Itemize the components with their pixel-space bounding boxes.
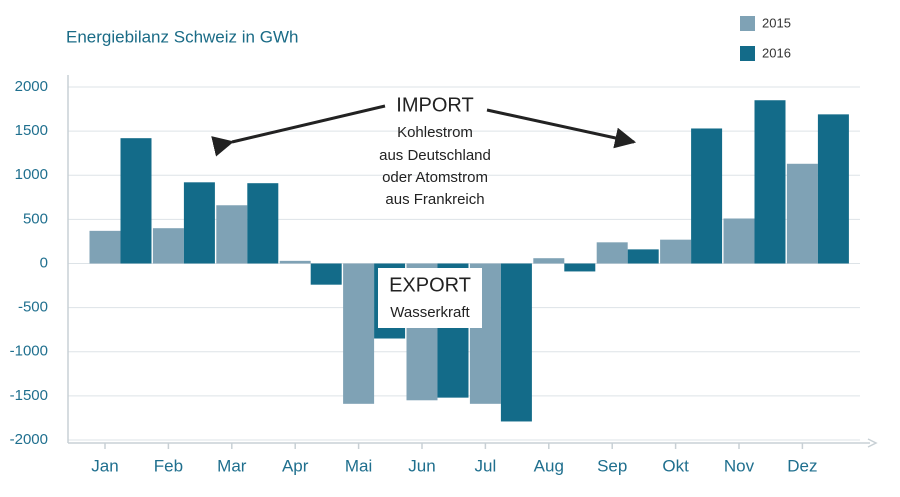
x-tick-label: Nov — [724, 456, 755, 475]
bar — [183, 182, 215, 264]
y-tick-label: -500 — [18, 299, 48, 316]
y-tick-label: -1000 — [10, 343, 48, 360]
y-tick-label: -2000 — [10, 431, 48, 448]
x-tick-label: Aug — [534, 456, 564, 475]
legend-swatch — [740, 46, 755, 61]
bar — [279, 260, 311, 264]
plot: 2000 1500 1000 500 0 -500 -1000 -1500 -2000 Jan Fe… — [10, 75, 878, 475]
x-tick-label: Dez — [787, 456, 817, 475]
x-tick-label: Okt — [662, 456, 689, 475]
legend-label: 2016 — [762, 45, 791, 60]
import-annotation: IMPORT Kohlestrom aus Deutschland oder A… — [379, 94, 491, 208]
bar — [660, 239, 692, 264]
bar — [533, 258, 565, 264]
y-tick-label: 1500 — [15, 122, 48, 139]
bar — [786, 163, 818, 264]
bar — [247, 183, 279, 264]
annotation-box — [378, 268, 482, 328]
x-tick-label: Jul — [475, 456, 497, 475]
y-tick-label: 500 — [23, 210, 48, 227]
bar — [152, 228, 184, 264]
annotation-line: Kohlestrom — [397, 124, 473, 141]
x-tick-label: Sep — [597, 456, 627, 475]
export-annotation: EXPORT Wasserkraft — [378, 268, 482, 328]
x-axis-arrow — [867, 438, 878, 448]
bar — [89, 230, 121, 264]
x-tick-label: Mar — [217, 456, 247, 475]
legend-swatch — [740, 16, 755, 31]
bar — [564, 263, 596, 272]
y-tick-label: 1000 — [15, 166, 48, 183]
bar — [723, 218, 755, 264]
x-tick-label: Apr — [282, 456, 309, 475]
bar — [691, 128, 723, 264]
bar — [500, 263, 532, 422]
bar — [627, 249, 659, 264]
x-tick-label: Feb — [154, 456, 183, 475]
bar — [310, 263, 342, 285]
arrow — [486, 108, 637, 149]
annotation-line: aus Frankreich — [385, 191, 484, 208]
bar — [343, 263, 375, 404]
annotation-title: EXPORT — [389, 274, 471, 296]
x-tick-label: Jan — [91, 456, 118, 475]
bar — [754, 100, 786, 264]
annotation-line: Wasserkraft — [390, 304, 470, 321]
y-tick-label: 0 — [40, 254, 48, 271]
bar — [817, 114, 849, 264]
legend-label: 2015 — [762, 15, 791, 30]
chart-title: Energiebilanz Schweiz in GWh — [66, 27, 298, 46]
y-tick-label: 2000 — [15, 78, 48, 95]
bar — [596, 242, 628, 264]
x-tick-label: Mai — [345, 456, 372, 475]
x-tick-label: Jun — [408, 456, 435, 475]
bar — [120, 138, 152, 264]
y-tick-label: -1500 — [10, 387, 48, 404]
annotation-line: aus Deutschland — [379, 147, 491, 164]
annotation-line: oder Atomstrom — [382, 169, 488, 186]
annotation-title: IMPORT — [396, 94, 473, 116]
arrow — [211, 104, 386, 157]
bar — [216, 205, 248, 264]
